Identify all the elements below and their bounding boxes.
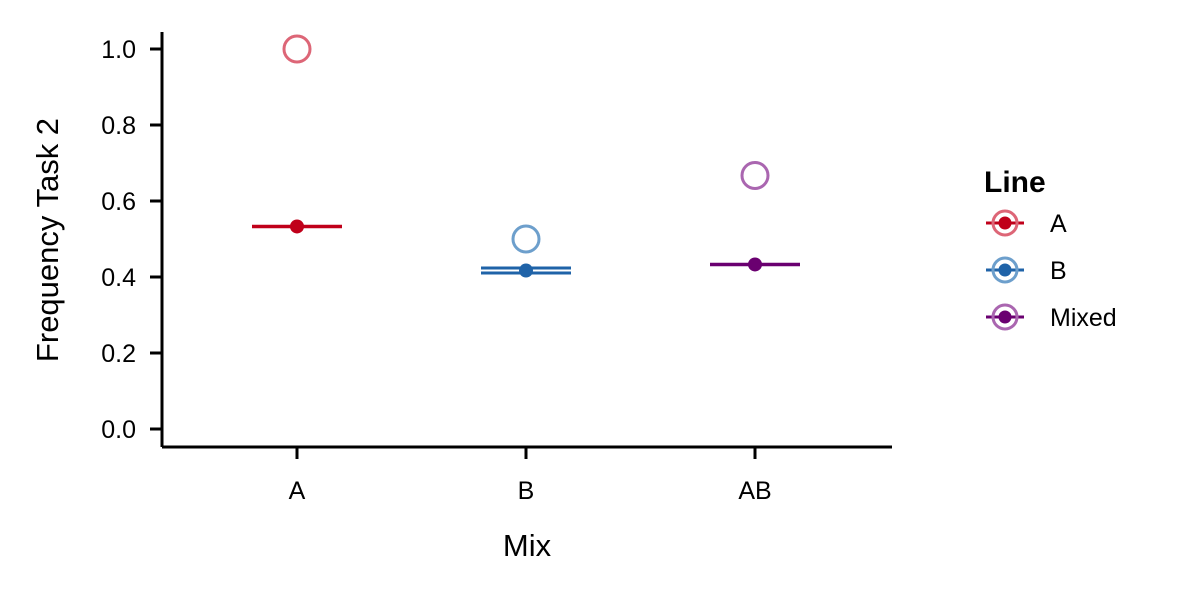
y-tick-label: 0.6: [101, 188, 136, 216]
axes: 0.00.20.40.60.81.0 A B AB: [101, 32, 892, 505]
series-mixed: [710, 161, 800, 272]
plot-marks: [252, 34, 800, 278]
legend-filled-marker: [998, 263, 1012, 277]
x-axis-title: Mix: [503, 528, 552, 563]
x-tick-label: AB: [738, 477, 771, 505]
y-tick-label: 0.8: [101, 112, 136, 140]
legend: Line AB Mixed: [984, 166, 1117, 332]
estimate-point: [290, 219, 304, 234]
legend-title: Line: [984, 166, 1046, 199]
y-axis-title: Frequency Task 2: [30, 118, 65, 362]
observed-point: [511, 224, 541, 254]
legend-item-mixed: Mixed: [986, 303, 1117, 332]
x-ticks: A B AB: [289, 447, 772, 505]
y-ticks: 0.0 0.2 0.4 0.6 0.8 1.0: [101, 36, 162, 444]
y-tick-label: 0.2: [101, 340, 136, 368]
observed-point: [282, 34, 312, 64]
legend-label: A: [1050, 210, 1067, 238]
legend-filled-marker: [998, 310, 1012, 324]
series-a: [252, 34, 342, 234]
legend-label: B: [1050, 257, 1067, 285]
y-tick-label: 1.0: [101, 36, 136, 64]
y-tick-label: 0.4: [101, 264, 136, 292]
x-tick-label: B: [518, 477, 535, 505]
observed-point: [740, 161, 770, 191]
legend-open-marker: [991, 303, 1019, 331]
estimate-point: [748, 257, 762, 272]
series-b: [481, 224, 571, 278]
legend-item-a: A: [986, 209, 1067, 238]
legend-open-marker: [991, 209, 1019, 237]
legend-label: Mixed: [1050, 304, 1117, 332]
legend-item-b: B: [986, 256, 1067, 285]
legend-filled-marker: [998, 216, 1012, 230]
legend-open-marker: [991, 256, 1019, 284]
estimate-point: [519, 263, 533, 278]
y-tick-label: 0.0: [101, 416, 136, 444]
x-tick-label: A: [289, 477, 306, 505]
